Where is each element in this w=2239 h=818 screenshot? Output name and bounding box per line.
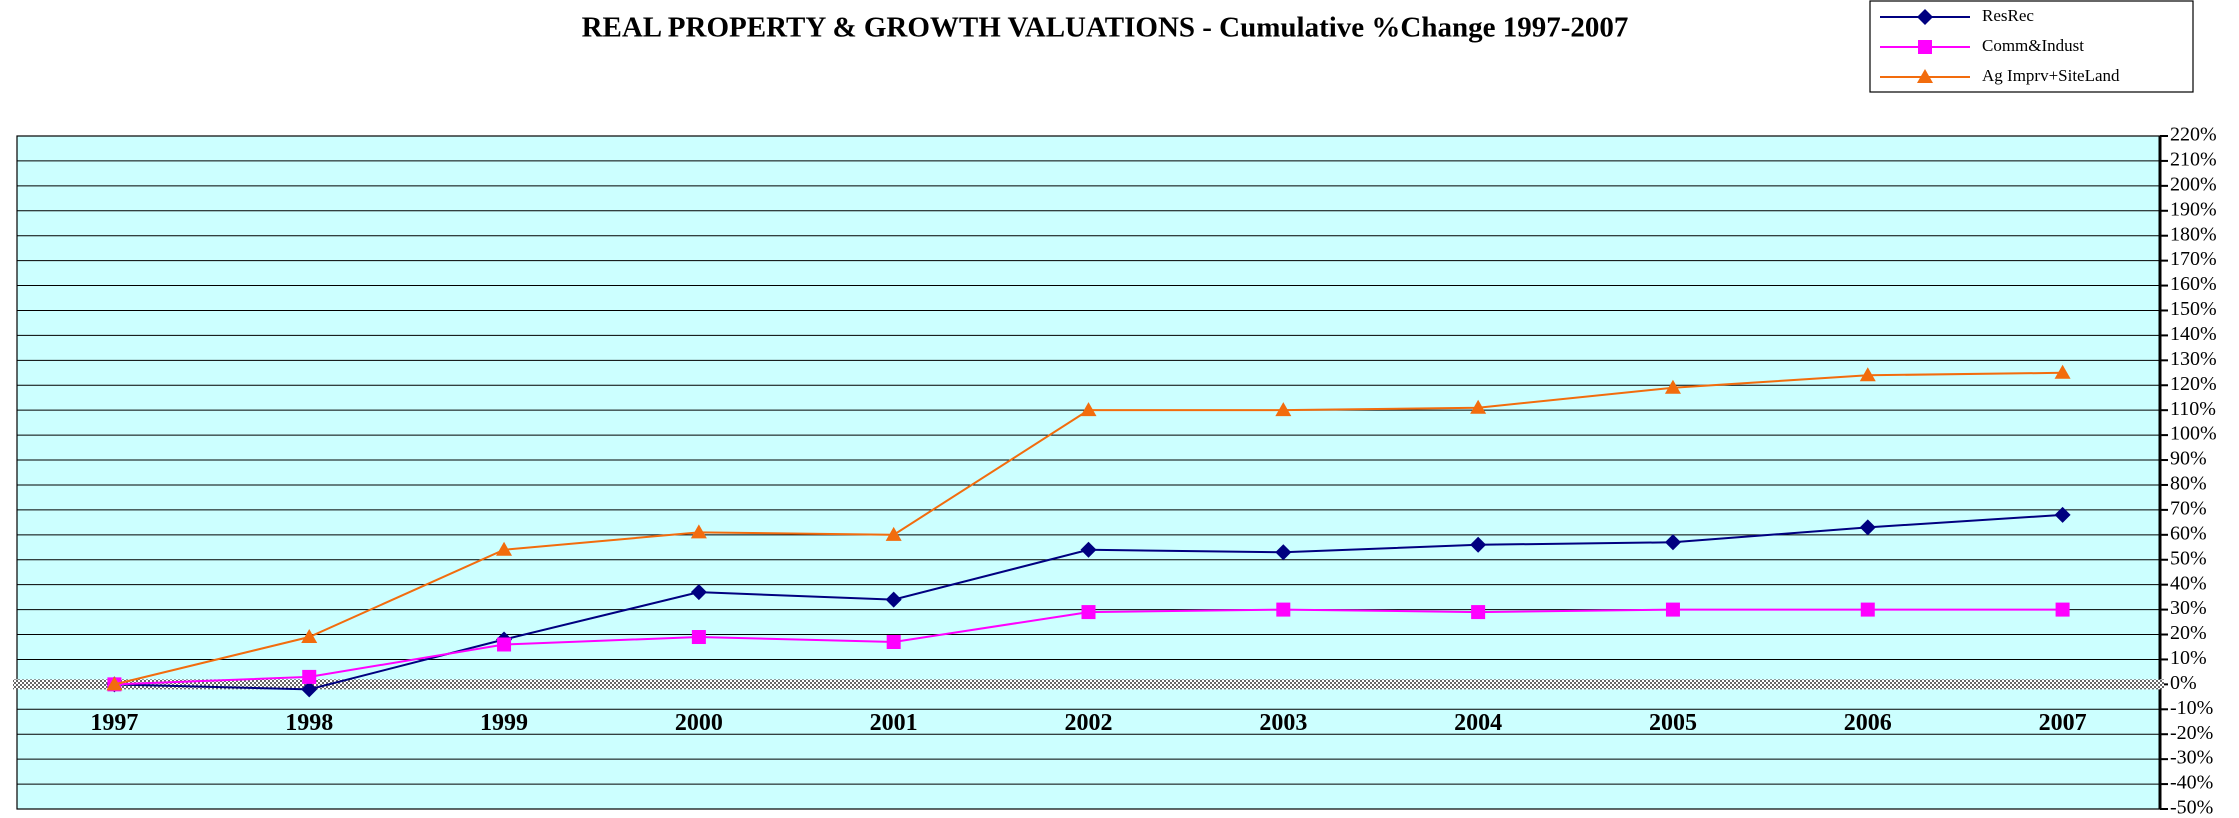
legend-marker (1917, 69, 1933, 83)
y-tick-label: -40% (2170, 772, 2213, 794)
data-point (1860, 602, 1875, 617)
x-axis (13, 679, 2164, 690)
data-point (106, 676, 123, 691)
data-point (691, 630, 706, 645)
data-point (1276, 602, 1291, 617)
y-tick-label: 60% (2170, 522, 2207, 544)
y-tick-label: 120% (2170, 373, 2217, 395)
data-point (1275, 402, 1292, 417)
x-tick-label: 1997 (90, 710, 138, 736)
data-point (1665, 602, 1680, 617)
data-point (885, 591, 902, 608)
y-tick-label: -10% (2170, 697, 2213, 719)
y-tick-label: 160% (2170, 273, 2217, 295)
y-tick-label: 210% (2170, 149, 2217, 171)
chart-title: REAL PROPERTY & GROWTH VALUATIONS - Cumu… (582, 12, 1629, 44)
data-point (301, 629, 318, 644)
legend-label: ResRec (1982, 6, 2034, 25)
data-point (497, 637, 512, 652)
data-point (2054, 506, 2071, 523)
y-tick-label: 200% (2170, 173, 2217, 195)
y-tick-label: 190% (2170, 198, 2217, 220)
data-point (1664, 379, 1681, 394)
data-point (2055, 602, 2070, 617)
data-point (1080, 541, 1097, 558)
y-tick-label: 0% (2170, 672, 2197, 694)
data-point (1470, 536, 1487, 553)
y-tick-label: -30% (2170, 747, 2213, 769)
data-point (1859, 519, 1876, 536)
data-point (2054, 364, 2071, 379)
y-tick-label: -20% (2170, 722, 2213, 744)
plot-area (16, 135, 2161, 810)
y-tick-label: -50% (2170, 797, 2213, 818)
y-tick-label: 140% (2170, 323, 2217, 345)
data-point (886, 634, 901, 649)
y-tick-label: 40% (2170, 572, 2207, 594)
y-tick-label: 90% (2170, 448, 2207, 470)
y-tick-label: 10% (2170, 647, 2207, 669)
data-point (302, 669, 317, 684)
data-point (885, 526, 902, 541)
y-tick-label: 150% (2170, 298, 2217, 320)
x-tick-label: 2004 (1454, 710, 1502, 736)
y-tick-label: 220% (2170, 124, 2217, 146)
x-tick-label: 1999 (480, 710, 528, 736)
legend-label: Ag Imprv+SiteLand (1982, 66, 2120, 85)
x-tick-label: 2000 (675, 710, 723, 736)
x-tick-label: 2003 (1259, 710, 1307, 736)
data-point (1664, 534, 1681, 551)
data-point (1859, 367, 1876, 382)
y-tick-label: 110% (2170, 398, 2216, 420)
y-tick-label: 80% (2170, 473, 2207, 495)
data-point (496, 541, 513, 556)
data-point (1081, 605, 1096, 620)
y-tick-label: 50% (2170, 547, 2207, 569)
x-tick-label: 2007 (2039, 710, 2087, 736)
x-tick-label: 2006 (1844, 710, 1892, 736)
data-point (690, 524, 707, 539)
legend-label: Comm&Indust (1982, 36, 2084, 55)
legend-marker (1917, 9, 1933, 25)
data-point (690, 584, 707, 601)
data-point (1471, 605, 1486, 620)
x-tick-label: 2001 (870, 710, 918, 736)
data-point (301, 681, 318, 698)
data-point (1275, 544, 1292, 561)
x-tick-label: 2002 (1065, 710, 1113, 736)
data-point (1080, 402, 1097, 417)
y-tick-label: 130% (2170, 348, 2217, 370)
y-tick-label: 30% (2170, 597, 2207, 619)
y-tick-label: 70% (2170, 497, 2207, 519)
legend-marker (1918, 40, 1932, 54)
x-tick-label: 2005 (1649, 710, 1697, 736)
y-tick-label: 20% (2170, 622, 2207, 644)
y-tick-label: 180% (2170, 223, 2217, 245)
y-tick-label: 100% (2170, 423, 2217, 445)
x-tick-label: 1998 (285, 710, 333, 736)
data-point (1470, 399, 1487, 414)
y-tick-label: 170% (2170, 248, 2217, 270)
